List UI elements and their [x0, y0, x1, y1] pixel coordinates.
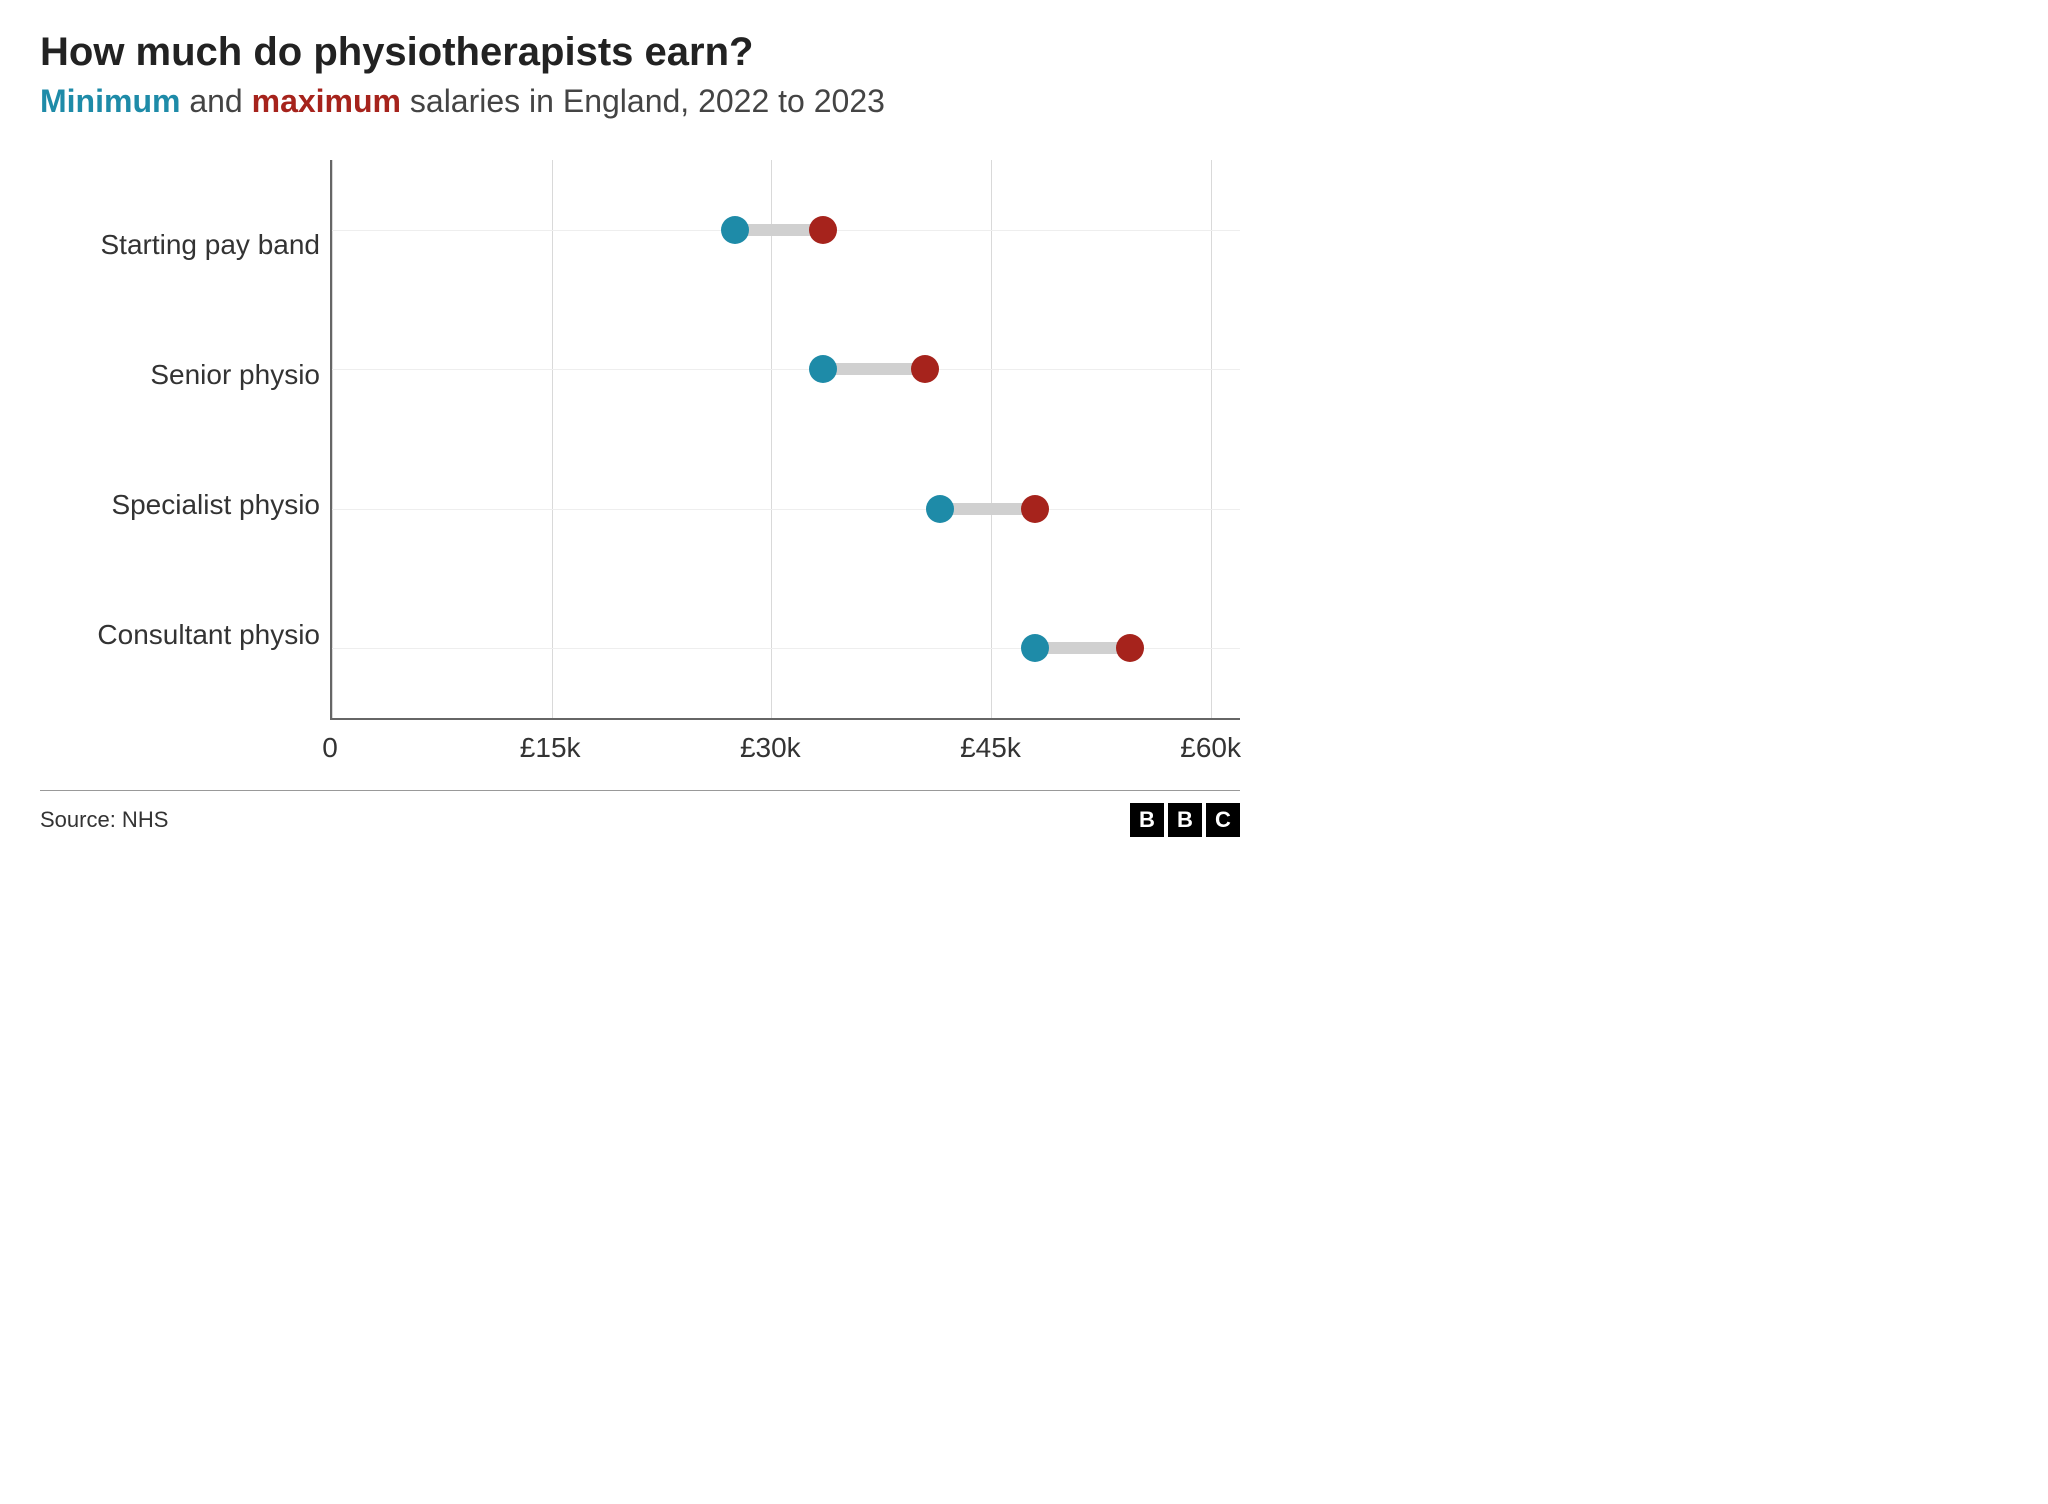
gridline-horizontal: [332, 369, 1240, 370]
chart-footer: Source: NHS BBC: [40, 790, 1240, 837]
x-axis: 0£15k£30k£45k£60k: [330, 720, 1240, 770]
x-tick-label: 0: [322, 732, 338, 764]
min-dot: [1021, 634, 1049, 662]
min-dot: [721, 216, 749, 244]
category-label: Starting pay band: [40, 230, 320, 261]
subtitle-min-word: Minimum: [40, 83, 180, 119]
category-label: Specialist physio: [40, 490, 320, 521]
plot-area: [330, 160, 1240, 720]
min-dot: [809, 355, 837, 383]
gridline-vertical: [771, 160, 772, 718]
subtitle-suffix: salaries in England, 2022 to 2023: [401, 83, 885, 119]
x-tick-label: £60k: [1180, 732, 1241, 764]
bbc-logo-letter: B: [1130, 803, 1164, 837]
bbc-logo: BBC: [1130, 803, 1240, 837]
chart-area: Starting pay band Senior physio Specialist…: [40, 160, 1240, 720]
gridline-vertical: [332, 160, 333, 718]
bbc-logo-letter: B: [1168, 803, 1202, 837]
chart-subtitle: Minimum and maximum salaries in England,…: [40, 83, 1240, 120]
min-dot: [926, 495, 954, 523]
y-axis-labels: Starting pay band Senior physio Specialist…: [40, 160, 330, 720]
max-dot: [809, 216, 837, 244]
source-text: Source: NHS: [40, 807, 168, 833]
x-tick-label: £30k: [740, 732, 801, 764]
chart-title: How much do physiotherapists earn?: [40, 30, 1240, 75]
x-tick-label: £15k: [520, 732, 581, 764]
gridline-vertical: [1211, 160, 1212, 718]
x-tick-label: £45k: [960, 732, 1021, 764]
max-dot: [1116, 634, 1144, 662]
max-dot: [1021, 495, 1049, 523]
range-bar: [823, 363, 926, 375]
category-label: Senior physio: [40, 360, 320, 391]
max-dot: [911, 355, 939, 383]
gridline-vertical: [991, 160, 992, 718]
gridline-horizontal: [332, 509, 1240, 510]
subtitle-middle: and: [180, 83, 251, 119]
subtitle-max-word: maximum: [252, 83, 401, 119]
gridline-vertical: [552, 160, 553, 718]
category-label: Consultant physio: [40, 620, 320, 651]
bbc-logo-letter: C: [1206, 803, 1240, 837]
